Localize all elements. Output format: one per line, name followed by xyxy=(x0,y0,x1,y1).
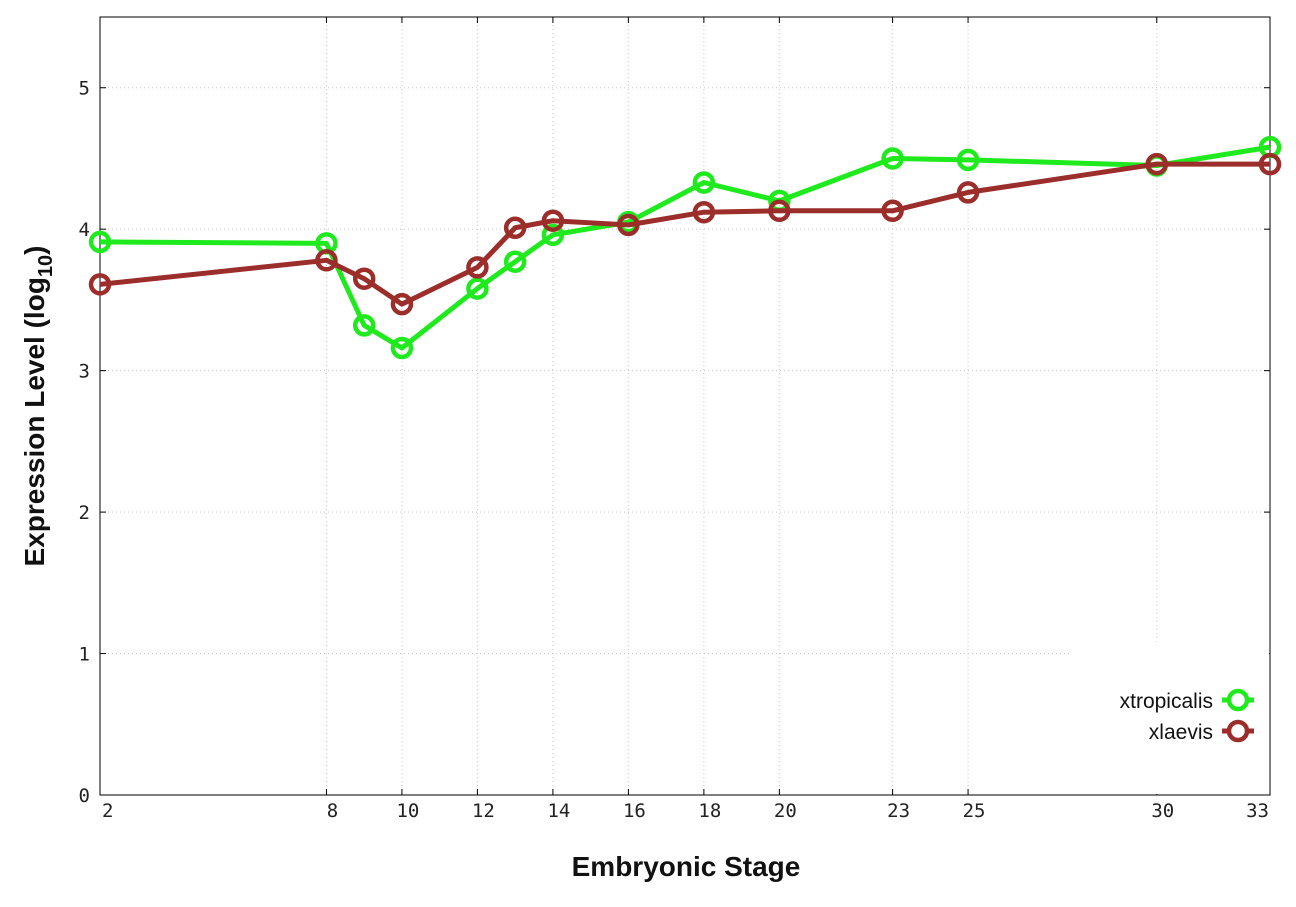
x-tick-label: 8 xyxy=(327,800,338,822)
x-tick-label: 18 xyxy=(698,800,721,822)
y-tick-label: 4 xyxy=(79,219,90,241)
data-point xyxy=(768,199,791,223)
y-tick-label: 2 xyxy=(79,502,90,524)
data-point xyxy=(617,213,640,237)
data-point xyxy=(1145,152,1169,176)
data-point xyxy=(88,273,112,296)
data-point xyxy=(541,209,565,232)
y-axis-title-main: Expression Level (log xyxy=(19,277,50,566)
legend-marker xyxy=(1226,719,1250,743)
data-point xyxy=(541,223,565,247)
legend: xtropicalis xlaevis xyxy=(1072,642,1269,794)
data-point xyxy=(88,230,112,254)
grid-lines xyxy=(100,17,1270,795)
data-point xyxy=(466,277,489,300)
data-point xyxy=(390,292,414,316)
data-point xyxy=(881,199,904,223)
x-tick-label: 16 xyxy=(623,800,646,822)
data-point xyxy=(956,181,980,204)
data-point xyxy=(692,171,716,194)
y-tick-label: 0 xyxy=(79,785,90,807)
data-point xyxy=(1258,152,1282,176)
y-axis-title-suffix: ) xyxy=(19,246,50,255)
x-tick-label: 25 xyxy=(963,800,986,822)
series-layer xyxy=(88,135,1282,360)
y-tick-label: 1 xyxy=(79,644,90,666)
x-tick-label: 12 xyxy=(472,800,495,822)
legend-marker xyxy=(1226,688,1250,712)
series-xtropicalis xyxy=(88,135,1282,360)
series-xlaevis xyxy=(88,152,1282,316)
x-tick-label: 33 xyxy=(1246,800,1269,822)
y-axis-title: Expression Level (log10) xyxy=(19,246,57,567)
legend-background xyxy=(1072,642,1269,794)
data-point xyxy=(466,256,489,279)
x-tick-label: 30 xyxy=(1151,800,1174,822)
data-point xyxy=(956,148,980,172)
series-line xyxy=(99,144,1271,351)
data-point xyxy=(503,250,527,273)
x-axis-title: Embryonic Stage xyxy=(572,851,801,882)
data-point xyxy=(503,216,527,240)
y-tick-label: 3 xyxy=(79,361,90,383)
legend-label: xtropicalis xyxy=(1120,690,1213,713)
x-tick-label: 20 xyxy=(774,800,797,822)
plot-frame xyxy=(99,16,1271,796)
x-tick-label: 23 xyxy=(887,800,910,822)
data-point xyxy=(315,249,338,272)
data-point xyxy=(692,200,716,224)
x-tick-label: 2 xyxy=(102,800,113,822)
data-point xyxy=(881,147,904,170)
x-tick-label: 10 xyxy=(396,800,419,822)
legend-label: xlaevis xyxy=(1149,721,1213,744)
y-axis-title-subscript: 10 xyxy=(35,255,57,277)
x-tick-label: 14 xyxy=(547,800,570,822)
data-point xyxy=(390,336,414,360)
data-point xyxy=(352,314,376,337)
y-tick-label: 5 xyxy=(79,78,90,100)
data-point xyxy=(352,267,376,290)
series-line xyxy=(99,161,1270,307)
